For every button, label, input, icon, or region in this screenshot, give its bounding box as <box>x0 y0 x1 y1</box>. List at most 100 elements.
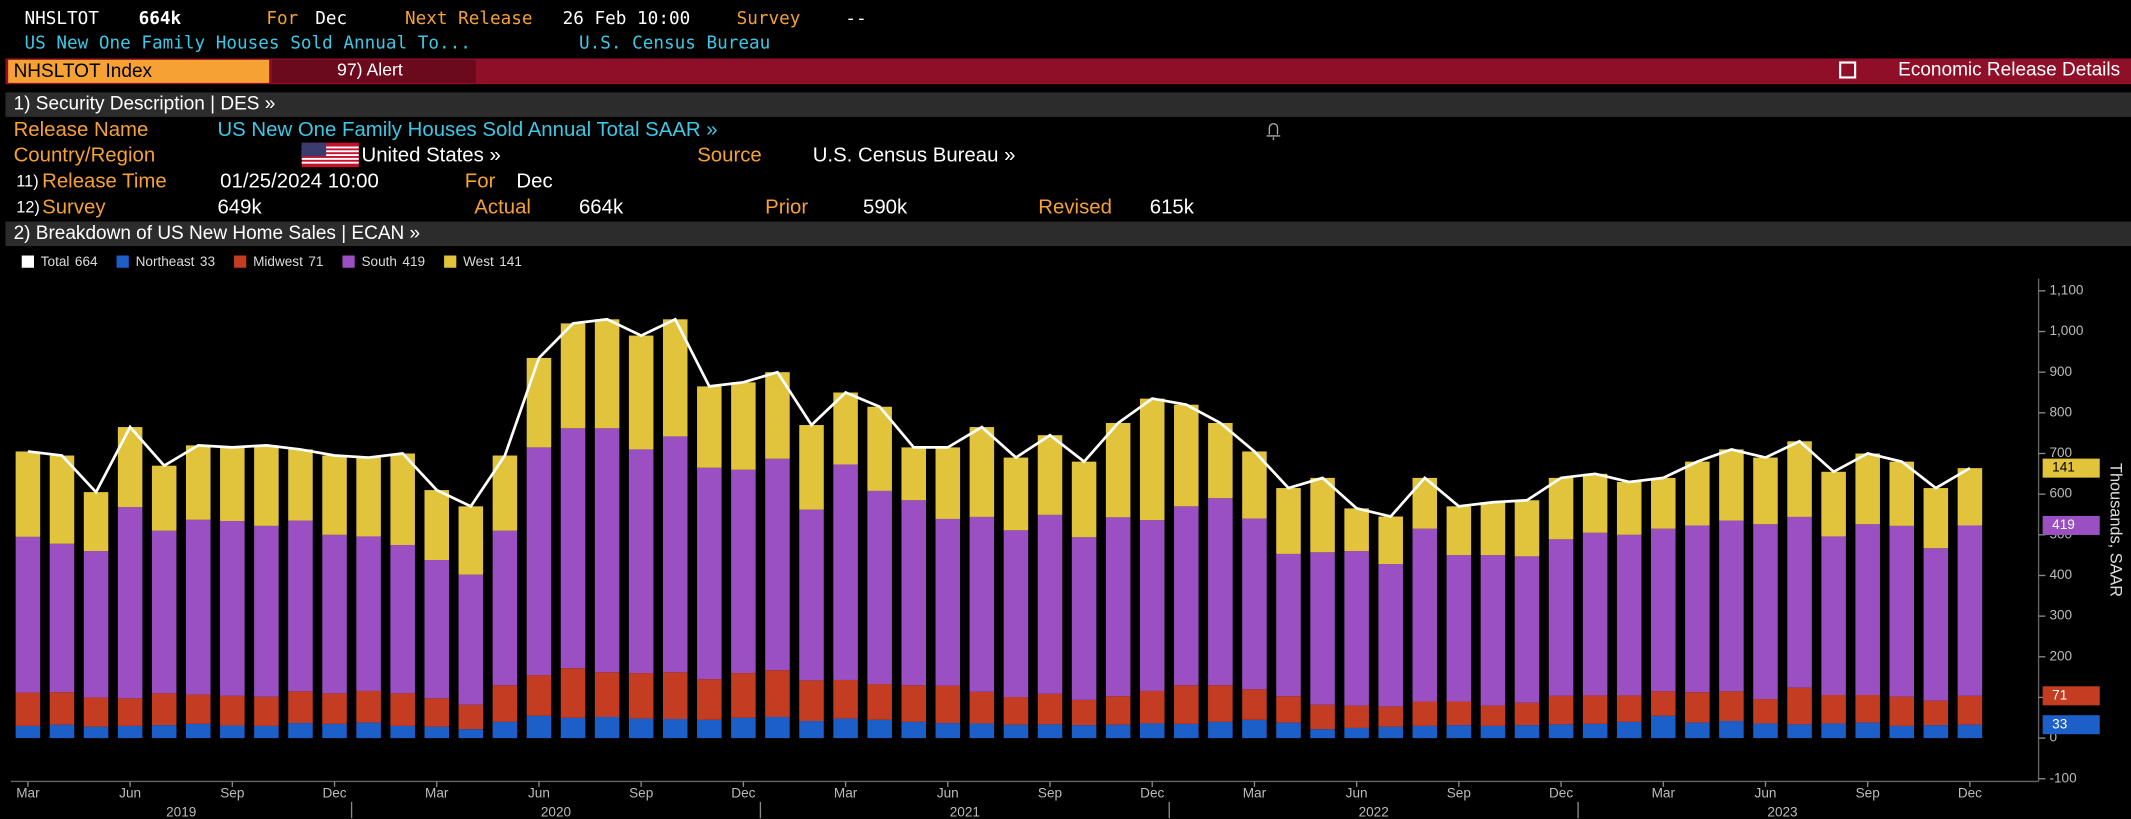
bar-segment <box>254 525 279 697</box>
bar-segment <box>1514 556 1540 703</box>
bar-segment <box>833 679 858 719</box>
y-tick-label: 800 <box>2049 404 2072 419</box>
for-value: Dec <box>516 171 552 193</box>
bar-segment <box>151 465 177 531</box>
bar-segment <box>1037 724 1063 739</box>
index-name[interactable]: NHSLTOT Index <box>14 61 153 82</box>
bar-segment <box>83 726 109 739</box>
x-tick-label: Sep <box>1038 785 1062 800</box>
bar-segment <box>1242 719 1267 739</box>
bar-segment <box>492 721 518 739</box>
bar-segment <box>254 445 279 526</box>
details-link[interactable]: Economic Release Details <box>1898 60 2120 81</box>
bar-segment <box>1071 461 1097 538</box>
year-label: 2023 <box>1767 804 1797 819</box>
section-title[interactable]: 2) Breakdown of US New Home Sales | ECAN… <box>14 223 421 244</box>
bar-segment <box>1957 695 1983 725</box>
external-icon[interactable] <box>1839 61 1857 79</box>
value-tag <box>2042 715 2100 735</box>
x-tick-label: Jun <box>528 785 550 800</box>
bar-segment <box>1616 721 1642 739</box>
bar-segment <box>1310 477 1335 553</box>
value-tag-label: 33 <box>2052 716 2067 731</box>
field-number: 12) <box>16 198 40 216</box>
bar-segment <box>1174 723 1199 739</box>
bar-segment <box>1310 729 1335 739</box>
bar-segment <box>1957 724 1983 739</box>
legend-value: 419 <box>402 254 425 269</box>
bar-segment <box>1685 722 1710 739</box>
index-box[interactable] <box>8 59 270 83</box>
bar-segment <box>1616 481 1642 535</box>
bar-segment <box>799 509 824 681</box>
next-release: 26 Feb 10:00 <box>563 9 691 29</box>
bar-segment <box>1651 691 1676 716</box>
bar-segment <box>288 520 313 692</box>
x-tick-label: Jun <box>1346 785 1368 800</box>
field-label: Country/Region <box>14 145 156 167</box>
bar-segment <box>867 684 892 720</box>
bar-segment <box>356 536 381 691</box>
bar-segment <box>765 458 790 671</box>
bar-segment <box>697 467 722 680</box>
bar-segment <box>594 319 620 429</box>
bar-segment <box>83 492 109 552</box>
bar-segment <box>1787 724 1812 739</box>
legend-swatch <box>444 255 457 268</box>
bar-segment <box>1719 520 1744 692</box>
legend-label: Midwest <box>253 254 303 269</box>
release-name[interactable]: US New One Family Houses Sold Annual Tot… <box>217 119 717 141</box>
bar-segment <box>1787 516 1812 688</box>
bar-segment <box>254 725 279 739</box>
bar-segment <box>1446 725 1472 739</box>
bar-segment <box>1242 451 1267 519</box>
alert-text[interactable]: 97) Alert <box>337 59 403 79</box>
bar-segment <box>1003 457 1029 531</box>
bar-segment <box>356 722 381 739</box>
x-tick-label: Mar <box>16 785 40 800</box>
bar-segment <box>1003 530 1029 698</box>
value-tag-label: 71 <box>2052 687 2067 702</box>
y-tick-label: 1,000 <box>2049 323 2083 338</box>
bar-segment <box>1889 725 1915 739</box>
bar-segment <box>1616 534 1642 696</box>
bar-segment <box>560 668 586 718</box>
bar-segment <box>1174 404 1199 507</box>
bar-segment <box>1719 721 1744 739</box>
y-tick-label: 400 <box>2049 567 2072 582</box>
alert-button[interactable] <box>271 59 476 83</box>
bar-segment <box>492 685 518 722</box>
bar-segment <box>220 695 245 726</box>
bar-segment <box>1276 696 1301 723</box>
bar-segment <box>1514 500 1540 557</box>
bar-segment <box>1105 517 1131 697</box>
field-label: For <box>465 171 496 193</box>
bar-segment <box>1480 555 1506 706</box>
country[interactable]: United States » <box>362 145 501 167</box>
bar-segment <box>1753 457 1778 525</box>
bar-segment <box>901 685 926 722</box>
bar-segment <box>1548 695 1574 725</box>
bar-segment <box>560 323 586 429</box>
field-label: Survey <box>42 196 106 218</box>
bar-segment <box>458 704 484 730</box>
header-source: U.S. Census Bureau <box>579 33 770 53</box>
bar-segment <box>526 357 552 448</box>
bell-icon[interactable] <box>1266 123 1281 140</box>
bar-segment <box>867 406 892 491</box>
legend-label: Total <box>41 254 70 269</box>
bar-segment <box>1276 488 1301 554</box>
bar-segment <box>390 693 415 726</box>
bar-segment <box>1855 453 1880 525</box>
bar-segment <box>15 725 41 739</box>
bar-segment <box>1548 724 1574 739</box>
bar-segment <box>765 670 790 717</box>
bar-segment <box>1412 701 1438 726</box>
bar-segment <box>1821 536 1846 696</box>
bar-segment <box>1105 696 1131 725</box>
bar-segment <box>49 543 75 693</box>
bar-segment <box>1889 525 1915 697</box>
source[interactable]: U.S. Census Bureau » <box>813 145 1016 167</box>
legend-label: South <box>361 254 396 269</box>
section-title[interactable]: 1) Security Description | DES » <box>14 94 276 115</box>
